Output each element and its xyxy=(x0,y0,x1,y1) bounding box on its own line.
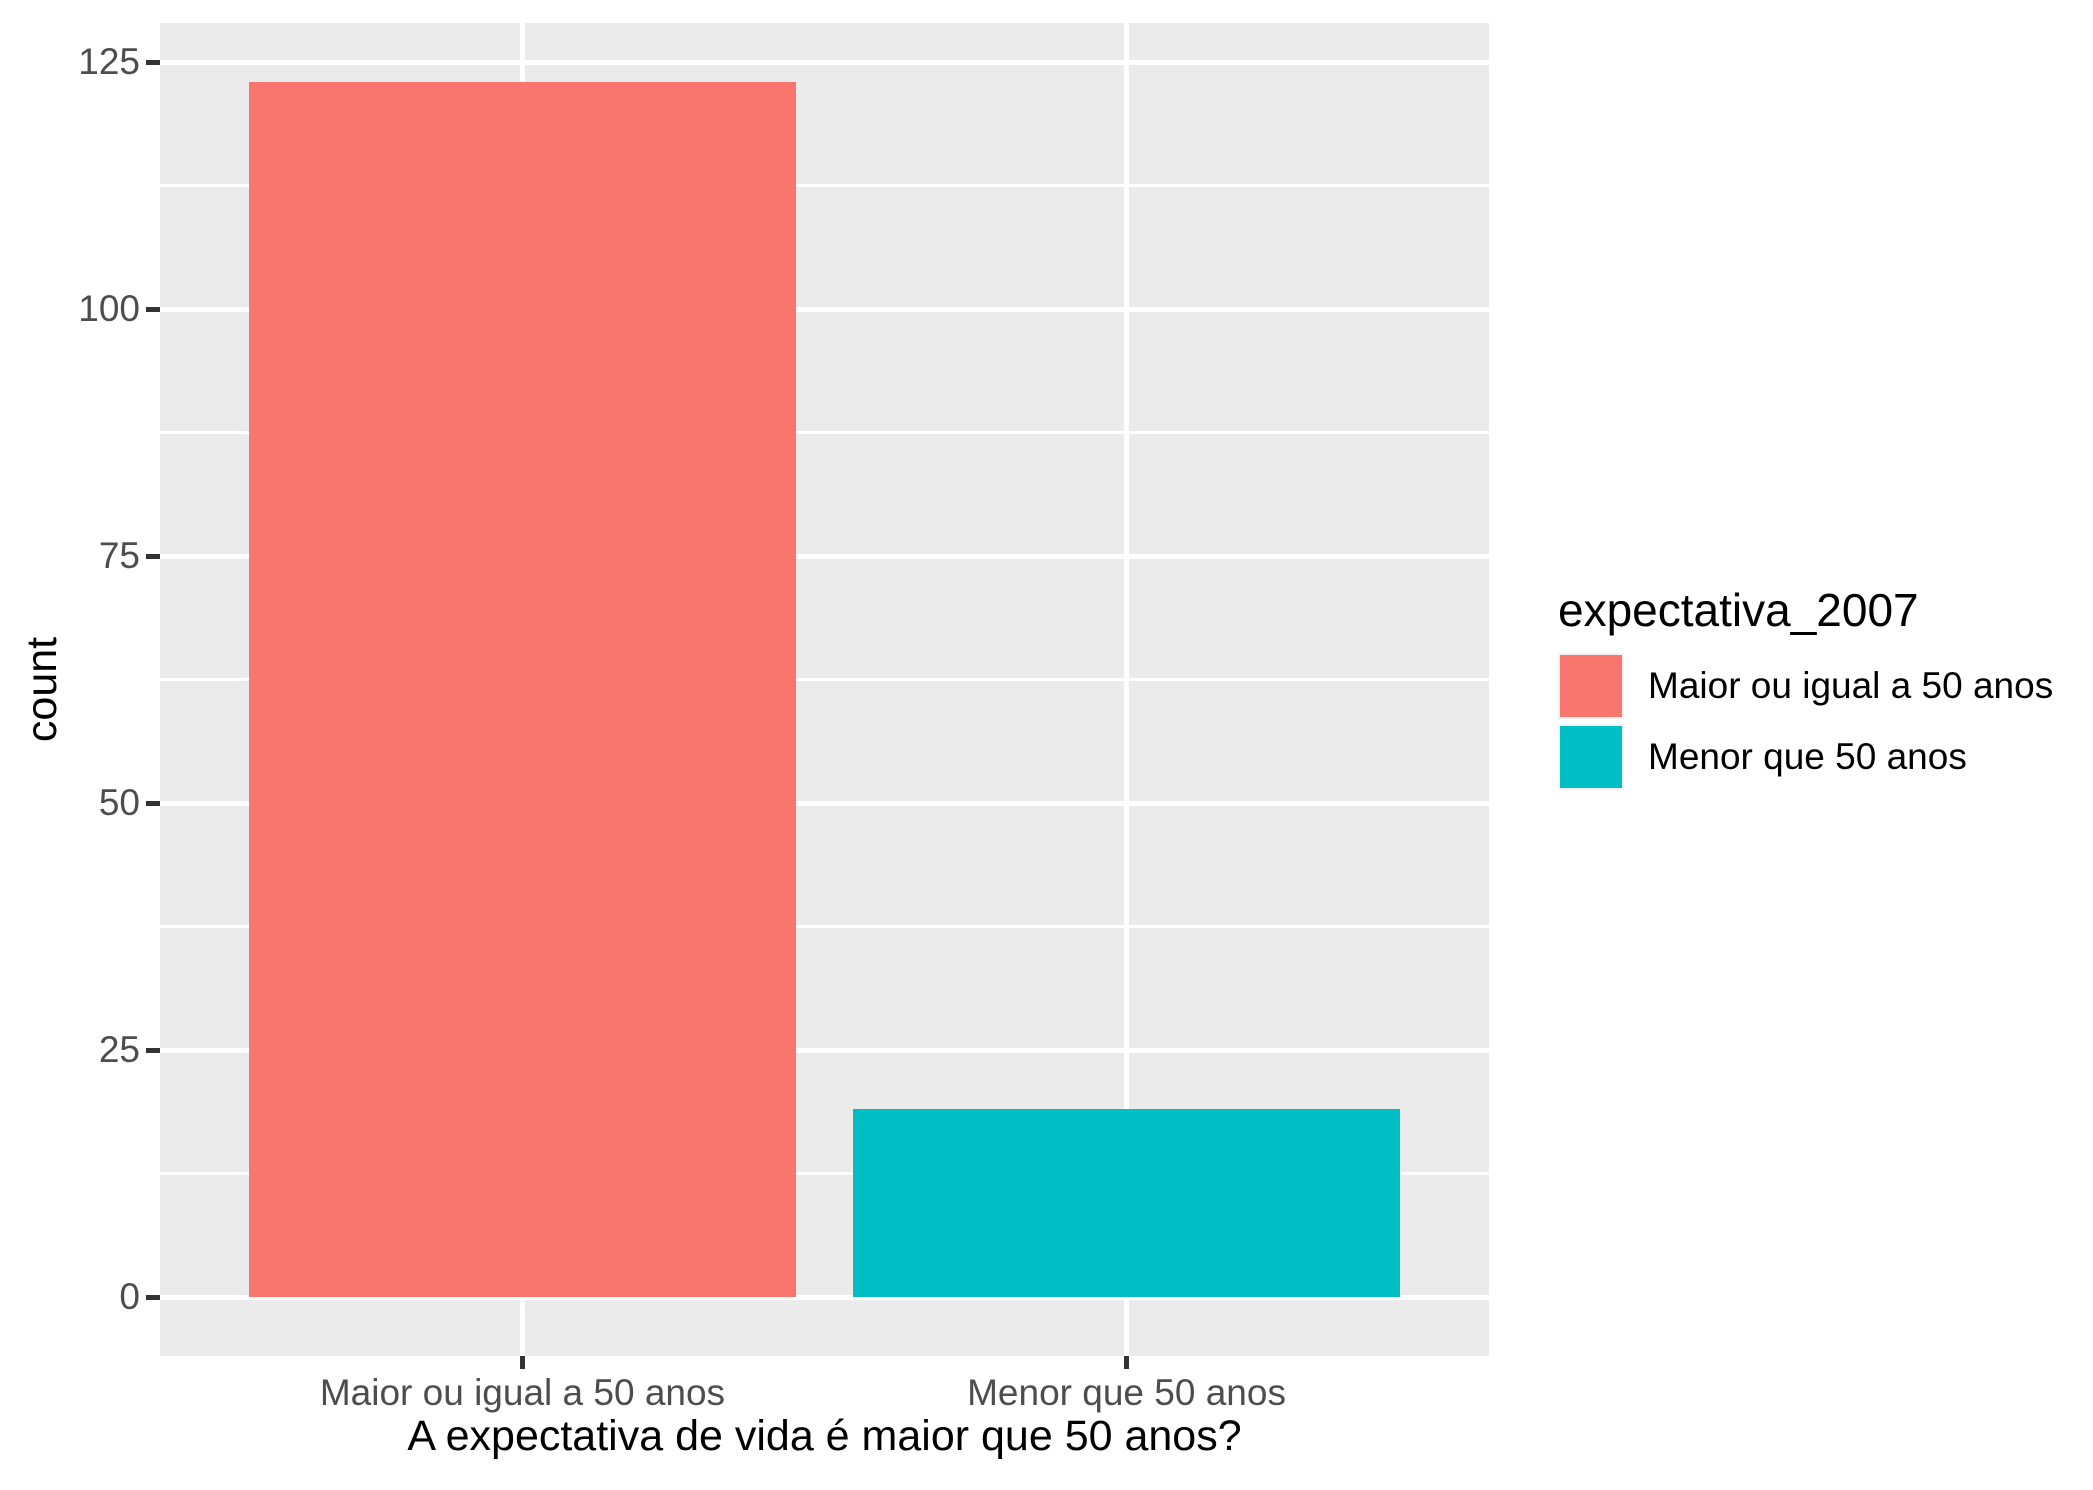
y-tick-label-75: 75 xyxy=(98,535,140,577)
gridline-major-y-100 xyxy=(160,306,1489,312)
y-axis-title-wrap: count xyxy=(0,23,86,1356)
legend-entry-label: Menor que 50 anos xyxy=(1648,736,1967,777)
gridline-minor-y-37.5 xyxy=(160,925,1489,929)
x-tick-mark-maior-ou-igual-a-50-anos xyxy=(519,1356,525,1369)
y-tick-mark-125 xyxy=(146,59,160,65)
y-tick-label-125: 125 xyxy=(78,41,140,83)
gridline-major-y-75 xyxy=(160,553,1489,559)
gridline-major-y-50 xyxy=(160,800,1489,806)
y-tick-mark-0 xyxy=(146,1294,160,1300)
y-tick-label-50: 50 xyxy=(98,782,140,824)
y-tick-label-100: 100 xyxy=(78,288,140,330)
gridline-major-y-125 xyxy=(160,59,1489,65)
legend-entries: Maior ou igual a 50 anos Menor que 50 ano… xyxy=(1558,653,2078,790)
gridline-minor-y-87.5 xyxy=(160,431,1489,435)
gridline-major-y-0 xyxy=(160,1294,1489,1300)
gridline-minor-y-12.5 xyxy=(160,1172,1489,1176)
bar-maior-ou-igual-a-50-anos xyxy=(248,82,796,1297)
legend: expectativa_2007 Maior ou igual a 50 ano… xyxy=(1558,584,2078,795)
y-tick-label-25: 25 xyxy=(98,1029,140,1071)
y-tick-mark-75 xyxy=(146,553,160,559)
gridline-vertical-menor-que-50-anos xyxy=(1124,23,1130,1356)
legend-title: expectativa_2007 xyxy=(1558,584,1919,636)
gridline-major-y-25 xyxy=(160,1047,1489,1053)
plot-panel xyxy=(160,23,1489,1356)
gridline-minor-y-62.5 xyxy=(160,678,1489,682)
legend-entry-label: Maior ou igual a 50 anos xyxy=(1648,665,2054,706)
legend-key-color xyxy=(1560,655,1622,717)
legend-entry-menor-que-50-anos: Menor que 50 anos xyxy=(1558,724,2078,790)
x-category-label-maior-ou-igual-a-50-anos: Maior ou igual a 50 anos xyxy=(319,1372,726,1413)
legend-entry-maior-ou-igual-a-50-anos: Maior ou igual a 50 anos xyxy=(1558,653,2078,719)
x-axis-title: A expectativa de vida é maior que 50 ano… xyxy=(407,1412,1242,1460)
legend-key-swatch-menor-que-50-anos xyxy=(1558,724,1624,790)
y-tick-mark-50 xyxy=(146,800,160,806)
x-category-label-menor-que-50-anos: Menor que 50 anos xyxy=(967,1372,1286,1413)
y-axis-title: count xyxy=(18,636,67,743)
y-tick-mark-25 xyxy=(146,1047,160,1053)
gridline-minor-y-112.5 xyxy=(160,184,1489,188)
legend-key-color xyxy=(1560,726,1622,788)
y-tick-mark-100 xyxy=(146,306,160,312)
x-tick-mark-menor-que-50-anos xyxy=(1124,1356,1130,1369)
legend-key-swatch-maior-ou-igual-a-50-anos xyxy=(1558,653,1624,719)
bar-menor-que-50-anos xyxy=(853,1109,1401,1297)
y-tick-label-0: 0 xyxy=(119,1276,140,1317)
